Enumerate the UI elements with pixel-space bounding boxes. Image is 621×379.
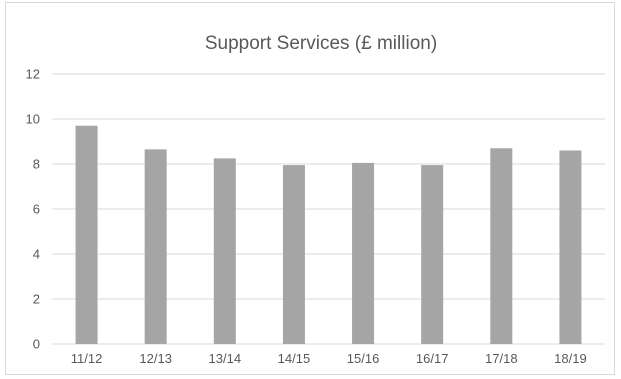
x-tick-label: 13/14 (209, 351, 242, 366)
x-tick-label: 17/18 (485, 351, 518, 366)
bar-15-16 (352, 162, 375, 344)
bar-13-14 (213, 158, 236, 344)
x-axis-ticks: 11/12 12/13 13/14 14/15 15/16 16/17 17/18 18/19 (71, 351, 587, 366)
bar-17-18 (490, 148, 513, 344)
x-tick-label: 18/19 (554, 351, 587, 366)
y-axis-ticks: 0 2 4 6 8 10 12 (26, 67, 40, 352)
x-tick-label: 12/13 (139, 351, 172, 366)
y-tick-label: 2 (33, 292, 40, 307)
bar-11-12 (75, 125, 98, 344)
x-tick-label: 11/12 (71, 351, 103, 366)
bars (75, 125, 582, 344)
bar-14-15 (282, 165, 305, 344)
y-tick-label: 10 (26, 112, 40, 127)
x-tick-label: 14/15 (278, 351, 311, 366)
chart-title: Support Services (£ million) (205, 33, 437, 54)
x-tick-label: 16/17 (416, 351, 449, 366)
x-tick-label: 15/16 (347, 351, 380, 366)
y-tick-label: 8 (33, 157, 40, 172)
y-tick-label: 4 (33, 247, 40, 262)
gridlines (52, 73, 605, 345)
bar-12-13 (144, 149, 167, 344)
bar-16-17 (421, 165, 444, 344)
y-tick-label: 6 (33, 202, 40, 217)
y-tick-label: 0 (33, 337, 40, 352)
bar-18-19 (559, 150, 582, 344)
y-tick-label: 12 (26, 67, 40, 82)
chart-area (5, 2, 615, 375)
